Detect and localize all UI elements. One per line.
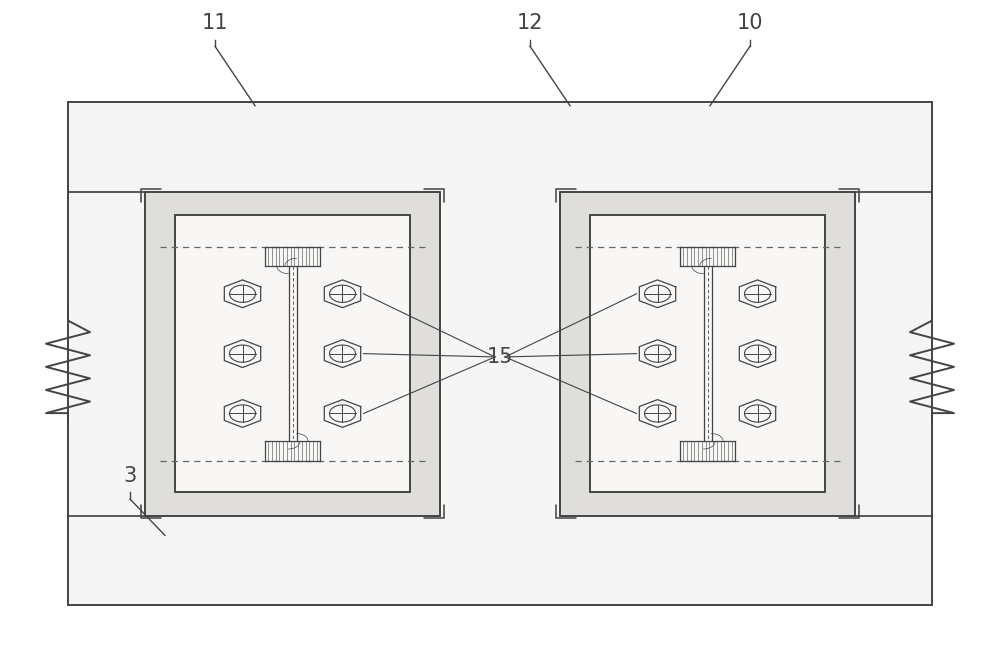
Polygon shape [639,400,676,428]
Polygon shape [739,340,776,368]
Polygon shape [324,340,361,368]
Polygon shape [324,400,361,428]
Text: 10: 10 [737,13,763,33]
Bar [590,215,825,492]
Polygon shape [739,280,776,307]
Polygon shape [224,340,261,368]
Polygon shape [639,280,676,307]
Polygon shape [324,280,361,307]
Polygon shape [224,400,261,428]
Text: 11: 11 [202,13,228,33]
Bar [175,215,410,492]
Polygon shape [639,340,676,368]
Bar [145,192,440,516]
Polygon shape [224,280,261,307]
Text: 12: 12 [517,13,543,33]
Bar [560,192,855,516]
Bar [68,102,932,605]
Text: 15: 15 [487,347,513,367]
Polygon shape [739,400,776,428]
Text: 3: 3 [123,466,137,486]
